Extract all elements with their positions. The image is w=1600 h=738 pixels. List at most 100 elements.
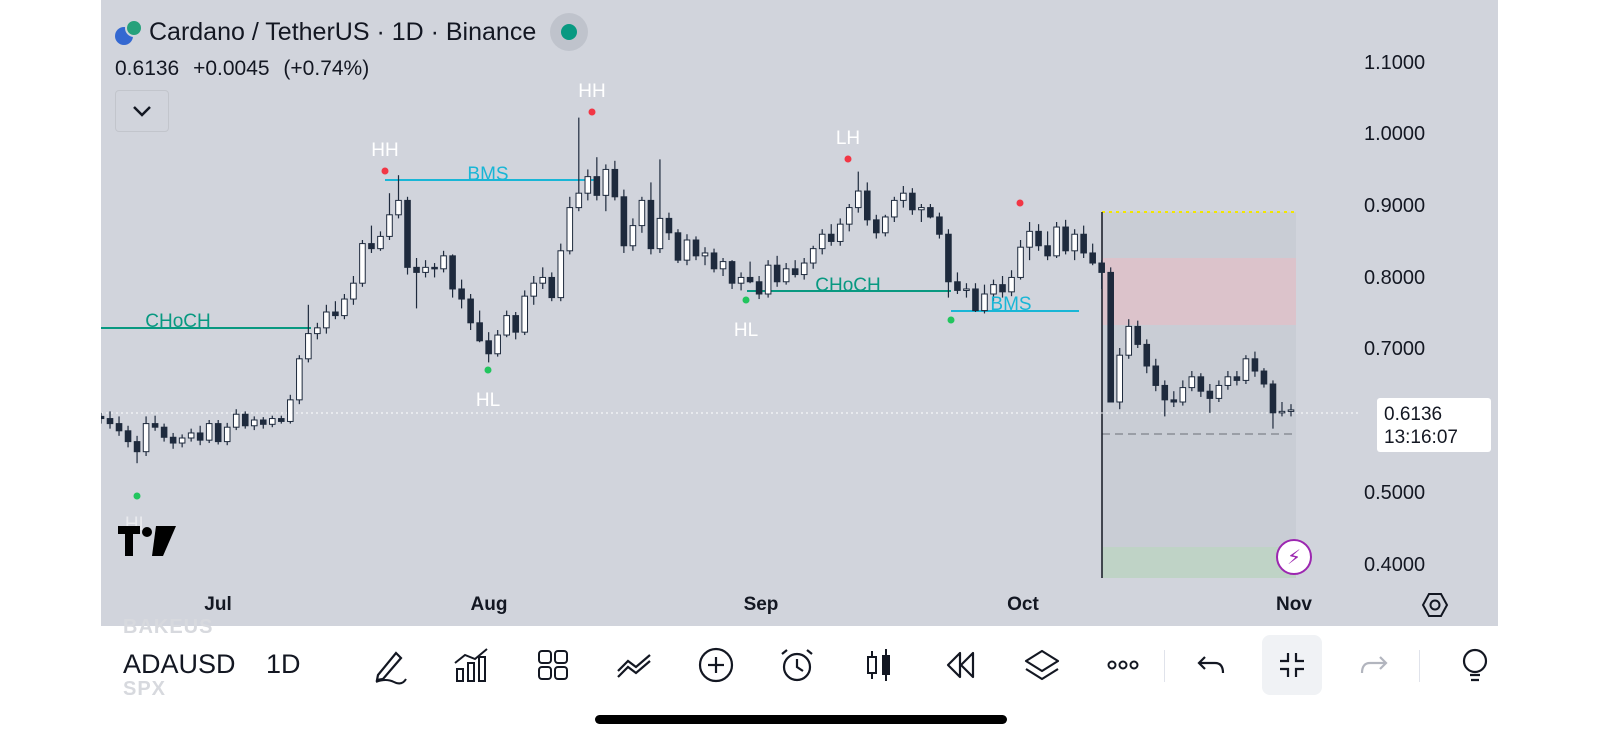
candle bbox=[1071, 229, 1078, 261]
candle bbox=[800, 258, 808, 280]
undo-icon bbox=[1197, 656, 1225, 674]
candle bbox=[1233, 371, 1241, 386]
candle bbox=[1053, 222, 1060, 258]
candle bbox=[1278, 402, 1286, 417]
candle bbox=[241, 411, 249, 429]
candle bbox=[259, 417, 267, 429]
candle bbox=[196, 425, 204, 446]
candle bbox=[638, 196, 646, 233]
candle bbox=[927, 204, 934, 219]
replay-button[interactable] bbox=[930, 635, 990, 695]
symbol-title[interactable]: Cardano / TetherUS · 1D · Binance bbox=[113, 13, 589, 51]
market-open-indicator[interactable] bbox=[550, 13, 589, 51]
candle bbox=[665, 212, 673, 240]
candle bbox=[278, 415, 285, 424]
indicators-button[interactable] bbox=[441, 635, 501, 695]
candle bbox=[539, 267, 547, 289]
candle bbox=[268, 415, 276, 428]
candle bbox=[764, 260, 772, 298]
candle bbox=[223, 422, 231, 446]
candle bbox=[692, 236, 700, 261]
x-axis-tick: Sep bbox=[743, 594, 779, 615]
drawings-button[interactable] bbox=[604, 635, 664, 695]
candle bbox=[449, 254, 456, 298]
candle bbox=[323, 304, 330, 334]
symbol-picker[interactable]: ADAUSD bbox=[123, 649, 236, 679]
candle bbox=[972, 283, 979, 312]
y-axis-tick: 0.4000 bbox=[1364, 554, 1426, 576]
x-axis-tick: Nov bbox=[1276, 594, 1312, 615]
candle bbox=[755, 276, 763, 300]
more-icon bbox=[1107, 660, 1139, 670]
gear-icon[interactable] bbox=[1421, 591, 1449, 619]
candle bbox=[467, 294, 474, 330]
candle bbox=[458, 279, 465, 309]
layouts-button[interactable] bbox=[523, 635, 583, 695]
candle bbox=[1152, 358, 1160, 392]
hh-label: HH bbox=[371, 140, 398, 161]
candle bbox=[115, 416, 123, 436]
last-price: 0.6136 bbox=[115, 57, 180, 80]
add-button[interactable] bbox=[686, 635, 746, 695]
interval-picker[interactable]: 1D bbox=[266, 649, 301, 679]
candle bbox=[341, 294, 348, 320]
collapse-legend-button[interactable] bbox=[115, 90, 169, 132]
chart-canvas[interactable]: HH HH LH HL HL HL BMS BMS CHoCH CHoCH bbox=[101, 0, 1498, 630]
bms-label: BMS bbox=[467, 164, 508, 185]
candle bbox=[1179, 380, 1187, 406]
candle bbox=[1107, 267, 1114, 403]
candle bbox=[314, 322, 321, 340]
hh-label: HH bbox=[578, 81, 605, 102]
draw-button[interactable] bbox=[360, 635, 420, 695]
candle bbox=[557, 243, 565, 302]
candles-icon bbox=[867, 649, 890, 681]
redo-button[interactable] bbox=[1344, 635, 1404, 695]
candle bbox=[512, 312, 519, 340]
candle bbox=[386, 193, 393, 240]
chart-panel[interactable]: HH HH LH HL HL HL BMS BMS CHoCH CHoCH Ca… bbox=[101, 0, 1498, 703]
hl-label: HL bbox=[476, 390, 500, 411]
swing-low-dot bbox=[742, 296, 750, 304]
pencil-icon bbox=[375, 651, 407, 685]
candle bbox=[413, 258, 420, 309]
swing-high-dot bbox=[381, 167, 389, 175]
candle bbox=[1260, 368, 1268, 388]
more-button[interactable] bbox=[1093, 635, 1153, 695]
candle bbox=[1062, 219, 1069, 255]
candle bbox=[1134, 320, 1142, 348]
candle bbox=[1206, 384, 1214, 413]
coin-pair-icon bbox=[113, 17, 143, 47]
candle bbox=[431, 263, 438, 278]
fullscreen-toggle-button[interactable] bbox=[1262, 635, 1322, 695]
plus-circle-icon bbox=[698, 647, 734, 683]
stop-loss-zone[interactable] bbox=[1102, 258, 1296, 325]
candle bbox=[404, 196, 411, 275]
candle bbox=[945, 229, 952, 298]
bolt-icon[interactable]: ⚡ bbox=[1276, 539, 1312, 575]
alert-button[interactable] bbox=[767, 635, 827, 695]
candle bbox=[963, 283, 970, 298]
object-tree-button[interactable] bbox=[1012, 635, 1072, 695]
candle bbox=[1188, 371, 1196, 392]
candle bbox=[359, 240, 366, 287]
candle bbox=[368, 225, 375, 253]
candle bbox=[882, 214, 889, 237]
rewind-icon bbox=[946, 651, 975, 679]
ideas-button[interactable] bbox=[1443, 635, 1498, 695]
grid-icon bbox=[538, 650, 568, 680]
candle bbox=[187, 428, 195, 442]
candle bbox=[1098, 260, 1105, 289]
candle bbox=[611, 160, 619, 201]
candle bbox=[422, 260, 429, 278]
lightbulb-icon bbox=[1462, 648, 1488, 682]
candle bbox=[1026, 222, 1033, 261]
candle bbox=[900, 186, 907, 208]
chevron-down-icon bbox=[133, 106, 151, 117]
candle bbox=[1161, 380, 1169, 417]
home-indicator[interactable] bbox=[595, 715, 1007, 724]
undo-button[interactable] bbox=[1181, 635, 1241, 695]
chart-type-button[interactable] bbox=[849, 635, 909, 695]
candle bbox=[485, 332, 492, 363]
candle bbox=[891, 196, 898, 222]
take-profit-zone[interactable] bbox=[1102, 547, 1296, 578]
